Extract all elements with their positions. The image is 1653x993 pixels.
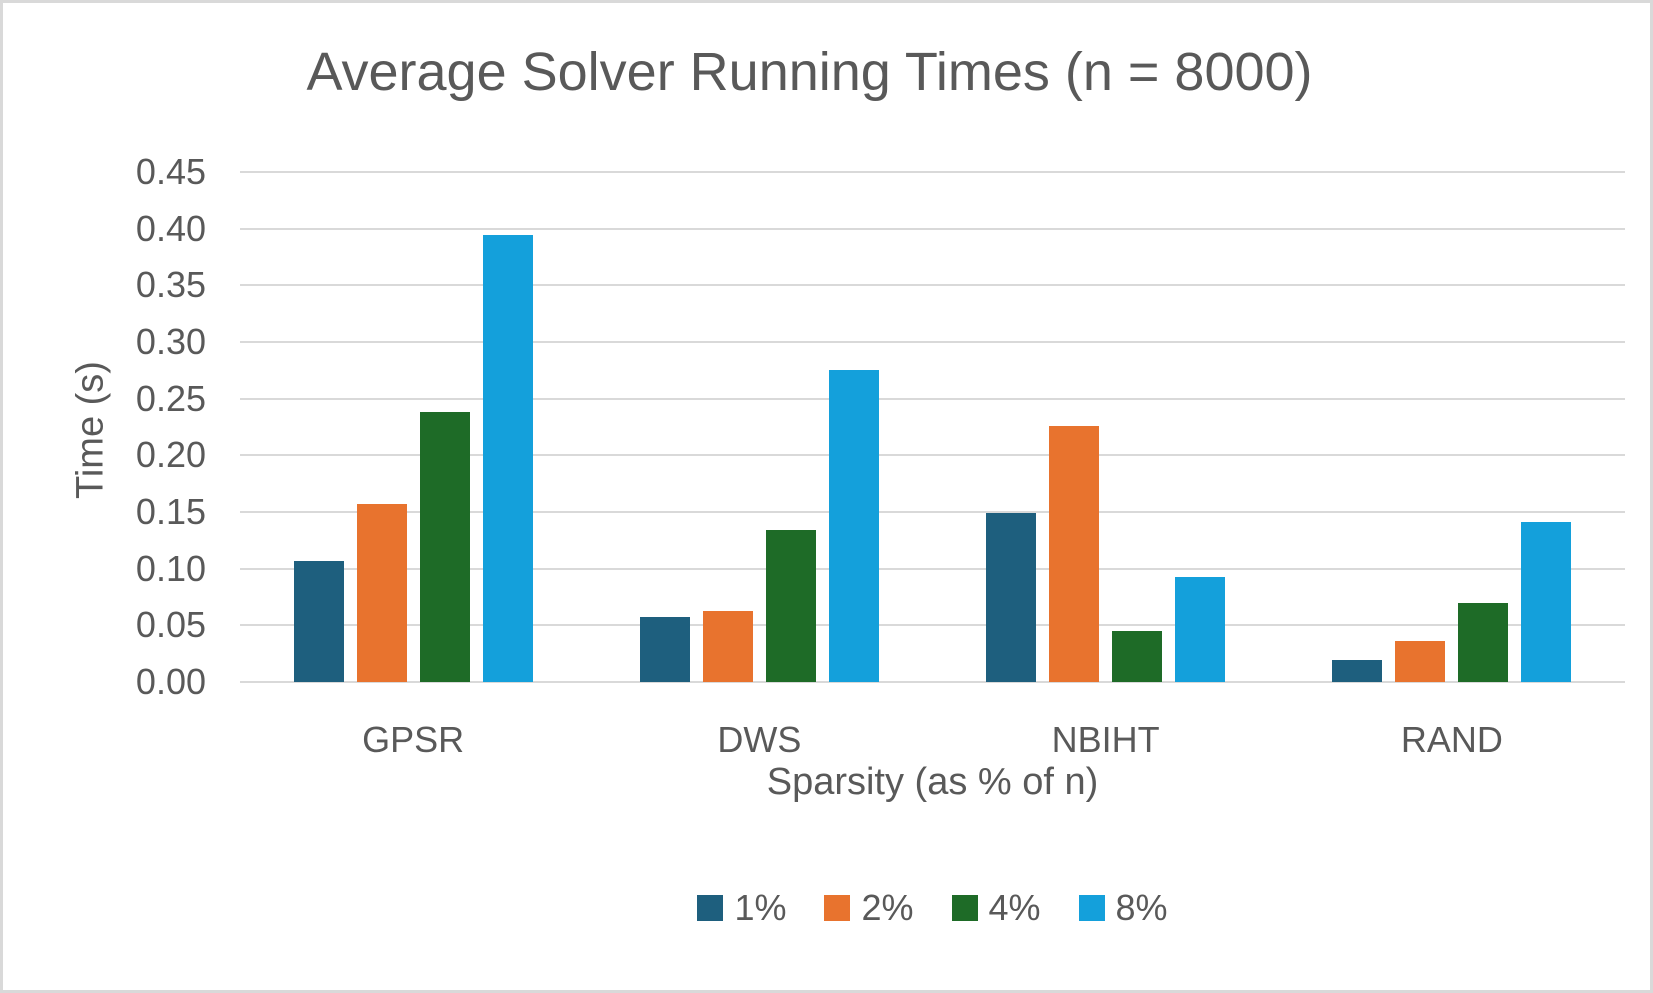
bar-dws-4% xyxy=(765,530,816,682)
bar-dws-2% xyxy=(702,610,753,682)
legend-label-2%: 2% xyxy=(861,887,914,928)
legend-item-4%: 4% xyxy=(951,887,1041,929)
bar-nbiht-8% xyxy=(1175,576,1226,682)
bar-group-dws xyxy=(586,172,932,682)
legend-swatch-1% xyxy=(697,895,724,921)
bar-group-gpsr xyxy=(240,172,586,682)
bar-gpsr-1% xyxy=(293,560,344,682)
bar-nbiht-2% xyxy=(1049,425,1100,682)
y-tick-label-0.30: 0.30 xyxy=(135,321,206,362)
legend-label-1%: 1% xyxy=(734,887,787,928)
bar-rand-4% xyxy=(1458,602,1509,682)
bar-rand-1% xyxy=(1332,660,1383,682)
bar-gpsr-8% xyxy=(482,235,533,682)
y-tick-label-0.15: 0.15 xyxy=(135,491,206,532)
bar-gpsr-4% xyxy=(419,412,470,682)
y-tick-label-0.25: 0.25 xyxy=(135,377,206,419)
x-category-label-dws: DWS xyxy=(717,719,802,760)
x-axis-title: Sparsity (as % of n) xyxy=(766,761,1099,803)
legend-item-1%: 1% xyxy=(697,887,786,929)
gridline-0.40 xyxy=(240,227,1625,230)
y-tick-label-0.00: 0.00 xyxy=(135,661,206,702)
legend-item-8%: 8% xyxy=(1078,887,1168,929)
bar-group-rand xyxy=(1279,172,1625,682)
bar-group-nbiht xyxy=(933,172,1279,682)
gridline-0.25 xyxy=(240,397,1625,400)
x-category-label-rand: RAND xyxy=(1400,719,1503,760)
chart-title: Average Solver Running Times (n = 8000) xyxy=(306,42,1313,102)
y-tick-label-0.45: 0.45 xyxy=(135,151,206,192)
y-tick-label-0.40: 0.40 xyxy=(135,207,206,249)
legend: 1% 2% 4% 8% xyxy=(240,887,1625,929)
x-category-label-nbiht: NBIHT xyxy=(1051,719,1160,760)
legend-item-2%: 2% xyxy=(824,887,914,929)
gridline-0.00 xyxy=(240,681,1625,683)
gridline-0.20 xyxy=(240,454,1625,457)
legend-swatch-8% xyxy=(1078,895,1105,921)
gridline-0.05 xyxy=(240,624,1625,627)
bar-nbiht-1% xyxy=(986,513,1037,682)
bar-gpsr-2% xyxy=(356,504,407,682)
bar-rand-2% xyxy=(1395,641,1446,682)
legend-label-8%: 8% xyxy=(1115,887,1168,928)
gridline-0.10 xyxy=(240,567,1625,570)
y-tick-label-0.35: 0.35 xyxy=(135,264,206,306)
y-tick-label-0.05: 0.05 xyxy=(135,604,206,646)
gridline-0.30 xyxy=(240,341,1625,343)
x-category-label-gpsr: GPSR xyxy=(362,719,465,760)
legend-swatch-4% xyxy=(951,895,978,921)
y-tick-label-0.20: 0.20 xyxy=(135,434,206,476)
legend-label-4%: 4% xyxy=(988,887,1041,928)
plot-area xyxy=(240,171,1625,683)
gridline-0.35 xyxy=(240,284,1625,287)
gridline-0.45 xyxy=(240,171,1625,173)
bar-rand-8% xyxy=(1521,522,1572,682)
bar-dws-8% xyxy=(828,370,879,682)
bar-dws-1% xyxy=(639,617,690,682)
bar-nbiht-4% xyxy=(1112,631,1163,682)
legend-swatch-2% xyxy=(824,895,851,921)
gridline-0.15 xyxy=(240,511,1625,513)
y-tick-label-0.10: 0.10 xyxy=(135,547,206,589)
